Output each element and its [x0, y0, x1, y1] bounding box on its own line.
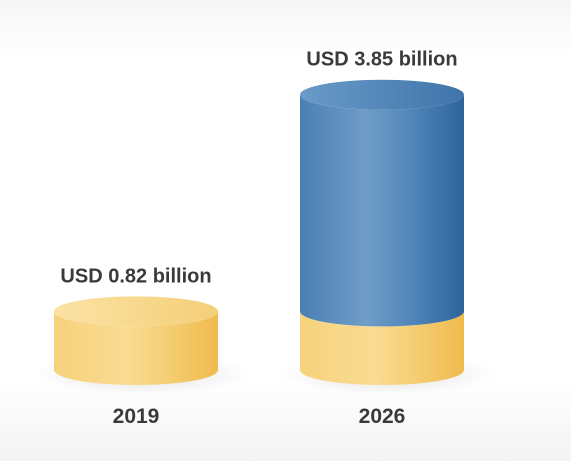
bar-segment-growth	[300, 94, 464, 327]
value-label-2019: USD 0.82 billion	[60, 265, 211, 287]
bar-top-cap	[54, 296, 218, 327]
bar-2026: USD 3.85 billion 2026	[280, 49, 496, 428]
value-label-2026: USD 3.85 billion	[306, 49, 457, 71]
category-label-2019: 2019	[113, 405, 160, 428]
bar-segment-base	[300, 311, 464, 385]
bar-2019: USD 0.82 billion 2019	[34, 265, 250, 428]
bar-segment-base	[54, 311, 218, 385]
bar-top-cap	[300, 79, 464, 110]
category-label-2026: 2026	[359, 405, 406, 428]
